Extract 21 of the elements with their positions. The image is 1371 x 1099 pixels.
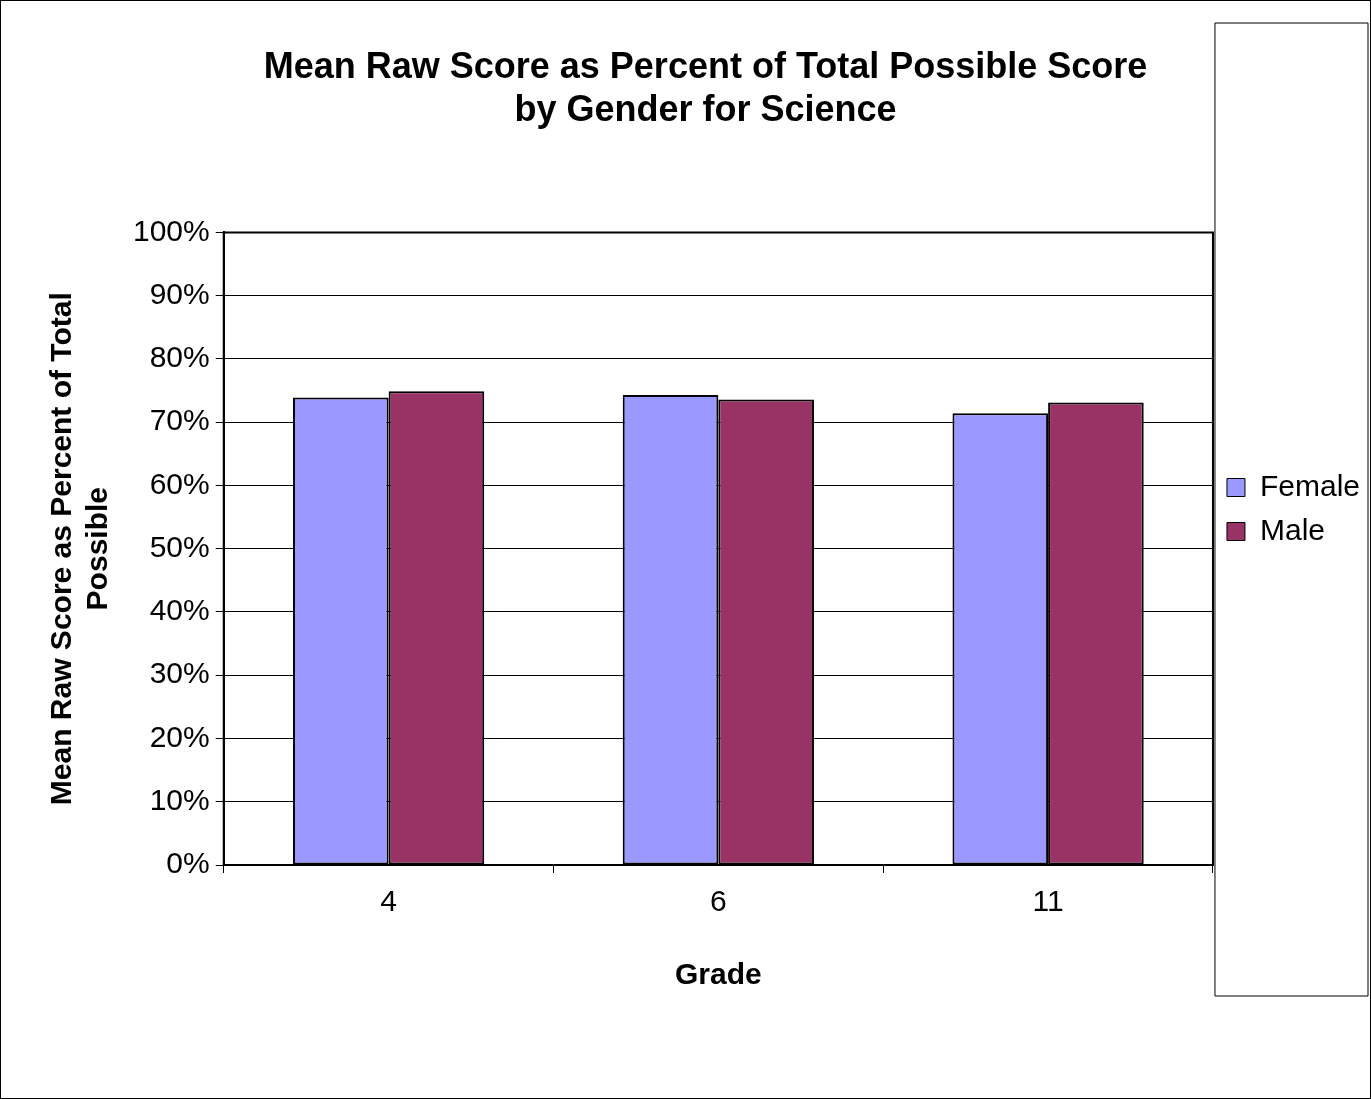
y-tick-label: 40% [149, 593, 210, 627]
legend-label: Female [1259, 468, 1361, 502]
y-tick-label: 60% [149, 466, 210, 500]
y-tick-label: 20% [149, 719, 210, 753]
x-tick-label: 11 [1032, 884, 1064, 918]
y-tick-label: 0% [166, 846, 210, 880]
y-tick-label: 30% [149, 656, 210, 690]
text: Mean Raw Score as Percent of Total Possible Score [263, 44, 1148, 86]
x-tick-label: 4 [380, 884, 397, 918]
x-axis-title: Grade [674, 957, 762, 991]
y-tick-label: 10% [149, 783, 210, 817]
x-tick-label: 6 [710, 884, 727, 918]
y-tick-label: 100% [132, 213, 210, 247]
text: by Gender for Science [514, 87, 897, 129]
y-tick-label: 90% [149, 276, 210, 310]
legend-label: Male [1259, 512, 1325, 546]
y-tick-label: 70% [149, 403, 210, 437]
text: Possible [80, 487, 114, 611]
y-tick-label: 80% [149, 340, 210, 374]
text: Mean Raw Score as Percent of Total [44, 292, 78, 806]
y-tick-label: 50% [149, 529, 210, 563]
